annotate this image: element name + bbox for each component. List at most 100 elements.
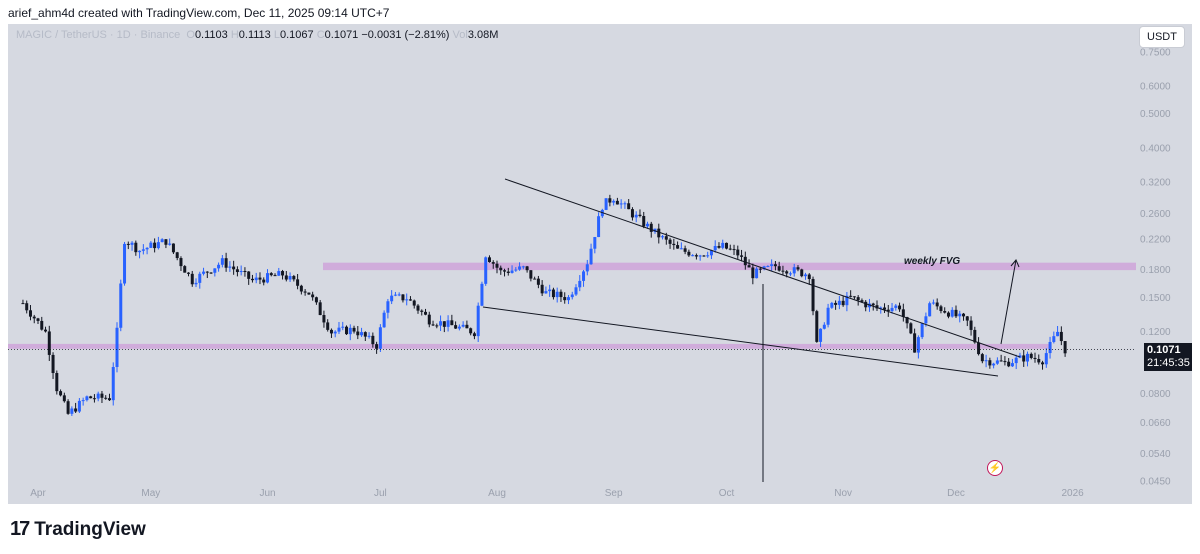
candle-body <box>913 333 917 353</box>
chart-area[interactable]: 0.7500 0.6000 0.5000 0.4000 0.3200 0.2600 0.22… <box>8 24 1192 504</box>
candle-body <box>514 269 518 271</box>
candle-body <box>559 291 563 298</box>
candle-body <box>213 268 217 273</box>
candle-body <box>570 294 574 298</box>
candle-body <box>341 326 345 328</box>
candle-body <box>243 270 247 272</box>
candle-body <box>397 294 401 296</box>
candle-body <box>220 258 224 265</box>
candle-body <box>747 265 751 268</box>
candle-body <box>593 237 597 249</box>
lower-trendline[interactable] <box>482 306 999 377</box>
candle-body <box>1063 341 1067 354</box>
candle-body <box>235 269 239 273</box>
y-tick-label: 0.1200 <box>1140 327 1171 338</box>
candle-body <box>905 317 909 324</box>
candle-body <box>1003 361 1007 363</box>
currency-button[interactable]: USDT <box>1139 26 1185 48</box>
candle-body <box>510 270 514 273</box>
candle-body <box>232 266 236 270</box>
candle-body <box>262 279 266 283</box>
candle-body <box>800 269 804 277</box>
candle-body <box>909 323 913 334</box>
candle-body <box>224 258 228 268</box>
candle-body <box>811 279 815 312</box>
candle-body <box>551 289 555 298</box>
candle-body <box>785 271 789 274</box>
candle-body <box>81 400 85 402</box>
candle-body <box>533 278 537 280</box>
candle-body <box>96 393 100 399</box>
candle-body <box>476 305 480 337</box>
candle-body <box>777 266 781 271</box>
candle-body <box>311 294 315 298</box>
candle-body <box>25 303 29 311</box>
candle-body <box>965 316 969 321</box>
x-tick-label: Sep <box>605 488 623 499</box>
candle-body <box>664 236 668 240</box>
candle-body <box>469 328 473 334</box>
y-tick-label: 0.1500 <box>1140 293 1171 304</box>
x-tick-label: Jun <box>259 488 275 499</box>
symbol-name[interactable]: MAGIC / TetherUS · 1D · Binance <box>16 29 181 41</box>
candle-body <box>1033 357 1037 359</box>
candle-body <box>420 310 424 312</box>
candle-body <box>179 258 183 267</box>
upper-trendline[interactable] <box>504 178 1021 358</box>
chart-attribution: arief_ahm4d created with TradingView.com… <box>8 6 390 20</box>
y-tick-label: 0.2600 <box>1140 209 1171 220</box>
tradingview-logo: 17 TradingView <box>10 518 146 541</box>
candle-body <box>758 268 762 270</box>
candle-body <box>326 322 330 330</box>
candle-body <box>977 342 981 355</box>
candle-body <box>126 243 130 245</box>
candle-body <box>130 242 134 245</box>
projection-arrow[interactable] <box>1000 259 1017 345</box>
candle-body <box>826 307 830 325</box>
candle-body <box>894 305 898 308</box>
candle-body <box>608 198 612 203</box>
candle-body <box>980 354 984 362</box>
candle-body <box>1059 331 1063 342</box>
candle-body <box>89 396 93 399</box>
lightning-icon[interactable]: ⚡ <box>987 460 1003 476</box>
candle-body <box>138 250 142 253</box>
volume-label: Vol <box>452 29 468 41</box>
candle-body <box>954 309 958 317</box>
candle-body <box>363 332 367 337</box>
price-chart[interactable]: 0.7500 0.6000 0.5000 0.4000 0.3200 0.2600 0.22… <box>8 24 1192 504</box>
candle-body <box>55 373 59 392</box>
candle-body <box>1010 363 1014 367</box>
candle-body <box>74 408 78 412</box>
open-value: 0.1103 <box>194 29 228 41</box>
candle-body <box>668 239 672 244</box>
candle-body <box>446 320 450 327</box>
candle-body <box>299 285 303 292</box>
candle-body <box>205 271 209 273</box>
candle-body <box>47 331 51 355</box>
candle-body <box>337 327 341 332</box>
candle-body <box>360 332 364 336</box>
candle-body <box>461 324 465 327</box>
candle-body <box>898 305 902 310</box>
y-tick-label: 0.3200 <box>1140 177 1171 188</box>
candle-body <box>582 271 586 281</box>
candle-body <box>792 267 796 274</box>
candle-body <box>85 396 89 401</box>
candle-body <box>450 320 454 326</box>
candle-body <box>1025 353 1029 362</box>
candle-body <box>740 255 744 257</box>
candle-body <box>574 287 578 295</box>
candle-body <box>107 398 111 401</box>
y-tick-label: 0.4000 <box>1140 143 1171 154</box>
fvg-label: weekly FVG <box>904 256 960 267</box>
brand-name: TradingView <box>34 518 146 540</box>
y-tick-label: 0.0800 <box>1140 389 1171 400</box>
candle-body <box>837 300 841 305</box>
candle-body <box>1037 358 1041 363</box>
candle-body <box>736 249 740 256</box>
candle-body <box>1052 336 1056 342</box>
x-tick-label: Apr <box>30 488 46 499</box>
candle-body <box>435 325 439 327</box>
candle-body <box>408 299 412 301</box>
